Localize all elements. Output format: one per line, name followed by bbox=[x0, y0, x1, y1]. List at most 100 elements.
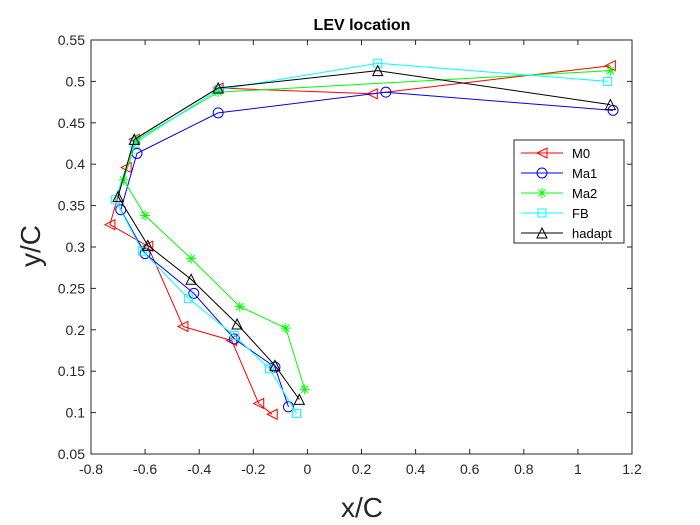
data-point bbox=[139, 248, 151, 260]
y-tick-label: 0.15 bbox=[58, 363, 85, 379]
triangle-left-marker bbox=[366, 88, 378, 100]
series-hadapt bbox=[112, 64, 617, 405]
data-point bbox=[265, 364, 275, 374]
triangle-up-marker bbox=[536, 226, 548, 239]
square-marker bbox=[603, 76, 613, 86]
series-layer bbox=[103, 58, 619, 421]
data-point bbox=[176, 320, 189, 333]
data-point bbox=[120, 161, 132, 174]
data-point bbox=[299, 384, 310, 395]
data-point bbox=[212, 107, 224, 119]
legend-label: hadapt bbox=[572, 226, 612, 241]
data-point bbox=[604, 98, 617, 111]
data-point bbox=[103, 218, 116, 231]
triangle-left-marker bbox=[103, 218, 116, 231]
data-point bbox=[252, 397, 265, 410]
x-tick-label: -0.2 bbox=[241, 461, 265, 477]
circle-marker bbox=[212, 107, 224, 119]
data-point bbox=[141, 240, 154, 252]
triangle-left-marker bbox=[535, 147, 548, 159]
y-tick-label: 0.4 bbox=[66, 156, 86, 172]
data-point bbox=[186, 253, 197, 264]
x-tick-label: 0.6 bbox=[460, 461, 480, 477]
y-axis: 0.05 0.1 0.15 0.2 0.25 0.3 0.35 0.4 0.45 0.5 0.55 bbox=[58, 32, 632, 462]
x-axis-label: x/C bbox=[341, 492, 383, 523]
asterisk-marker bbox=[140, 210, 151, 221]
data-point bbox=[605, 65, 616, 76]
x-tick-label: -0.8 bbox=[79, 461, 103, 477]
data-point bbox=[373, 58, 383, 68]
square-marker bbox=[265, 364, 275, 374]
triangle-up-marker bbox=[128, 133, 141, 145]
data-point bbox=[380, 86, 392, 98]
data-point bbox=[269, 361, 281, 373]
data-point bbox=[137, 246, 147, 256]
data-point bbox=[140, 210, 151, 221]
triangle-up-marker bbox=[604, 98, 617, 111]
triangle-up-marker bbox=[185, 273, 197, 285]
data-point bbox=[231, 317, 243, 330]
y-tick-label: 0.55 bbox=[58, 32, 85, 48]
legend-item-ma1: Ma1 bbox=[521, 166, 597, 181]
asterisk-marker bbox=[605, 65, 616, 76]
y-tick-label: 0.1 bbox=[66, 405, 86, 421]
x-tick-label: 1 bbox=[574, 461, 582, 477]
triangle-up-marker bbox=[112, 190, 124, 202]
data-point bbox=[185, 273, 197, 285]
data-point bbox=[269, 359, 281, 371]
x-axis: -0.8 -0.6 -0.4 -0.2 0 0.2 0.4 0.6 0.8 1 1.2 bbox=[79, 40, 642, 477]
y-tick-label: 0.2 bbox=[66, 322, 86, 338]
asterisk-marker bbox=[280, 323, 291, 334]
circle-marker bbox=[228, 333, 240, 345]
asterisk-marker bbox=[186, 253, 197, 264]
x-tick-label: 0.2 bbox=[352, 461, 372, 477]
data-point bbox=[280, 323, 291, 334]
series-line bbox=[114, 62, 608, 414]
square-marker bbox=[292, 408, 302, 418]
series-line bbox=[120, 91, 614, 407]
triangle-left-marker bbox=[176, 320, 189, 333]
data-point bbox=[266, 408, 278, 421]
triangle-up-marker bbox=[212, 81, 224, 94]
triangle-left-marker bbox=[266, 408, 278, 421]
data-point bbox=[128, 133, 141, 145]
square-marker bbox=[183, 293, 193, 303]
triangle-left-marker bbox=[252, 397, 265, 410]
series-m0 bbox=[103, 59, 616, 421]
y-tick-label: 0.05 bbox=[58, 446, 85, 462]
data-point bbox=[228, 333, 240, 345]
legend-item-hadapt: hadapt bbox=[521, 226, 612, 241]
triangle-left-marker bbox=[141, 240, 154, 252]
triangle-up-marker bbox=[371, 64, 384, 77]
square-marker bbox=[229, 331, 239, 341]
triangle-left-marker bbox=[120, 161, 132, 174]
data-point bbox=[188, 287, 200, 299]
y-tick-label: 0.3 bbox=[66, 239, 86, 255]
y-axis-label: y/C bbox=[15, 225, 46, 267]
asterisk-marker bbox=[537, 188, 547, 198]
legend: M0 Ma1 Ma2 FB hadapt bbox=[513, 139, 625, 244]
series-fb bbox=[110, 58, 613, 418]
square-marker bbox=[537, 208, 547, 218]
data-point bbox=[371, 64, 384, 77]
chart-title: LEV location bbox=[314, 17, 411, 34]
legend-item-fb: FB bbox=[521, 206, 589, 221]
asterisk-marker bbox=[213, 87, 224, 98]
triangle-up-marker bbox=[231, 317, 243, 330]
data-point bbox=[292, 408, 302, 418]
square-marker bbox=[373, 58, 383, 68]
series-line bbox=[117, 70, 611, 400]
data-point bbox=[213, 87, 224, 98]
circle-marker bbox=[188, 287, 200, 299]
data-point bbox=[234, 301, 245, 312]
plot-area bbox=[90, 39, 633, 455]
circle-marker bbox=[282, 401, 294, 413]
circle-marker bbox=[380, 86, 392, 98]
triangle-up-marker bbox=[141, 239, 154, 251]
y-tick-label: 0.5 bbox=[66, 73, 86, 89]
data-point bbox=[603, 76, 613, 86]
circle-marker bbox=[269, 361, 281, 373]
data-point bbox=[229, 331, 239, 341]
data-point bbox=[141, 239, 154, 251]
